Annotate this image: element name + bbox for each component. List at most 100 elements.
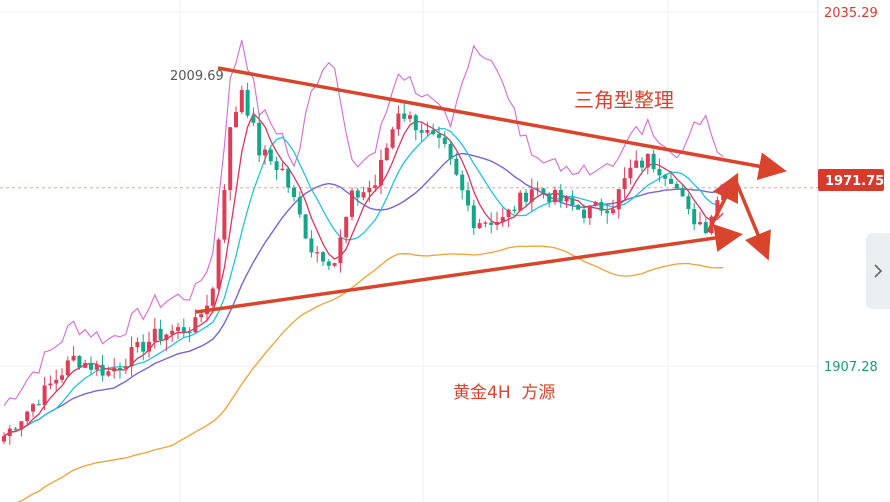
chevron-right-icon	[874, 264, 883, 278]
candle-body	[703, 222, 708, 234]
candle-body	[640, 160, 644, 168]
side-panel-toggle[interactable]	[866, 233, 890, 309]
candle-body	[645, 153, 650, 168]
candle-body	[257, 122, 262, 156]
candle-body	[141, 342, 146, 352]
y-axis-top-label: 2035.29	[824, 6, 878, 21]
ma-mid-line	[3, 127, 724, 437]
candle-body	[628, 167, 633, 179]
pattern-annotation: 三角型整理	[574, 88, 674, 112]
candle-body	[425, 130, 430, 133]
candle-body	[599, 202, 604, 211]
candle-body	[2, 436, 6, 442]
candle-body	[587, 205, 592, 219]
price-tag-label: 1971.75	[825, 174, 884, 189]
price-tag	[818, 169, 884, 191]
candle-body	[199, 314, 204, 318]
candle-body	[553, 189, 557, 203]
candle-body	[512, 209, 517, 211]
candle-body	[454, 158, 459, 175]
candle-body	[396, 113, 401, 130]
candle-body	[42, 385, 47, 405]
candle-body	[100, 364, 105, 376]
candle-body	[460, 174, 465, 191]
candle-body	[651, 153, 656, 170]
candle-body	[216, 239, 221, 289]
candle-body	[715, 200, 720, 217]
candle-body	[419, 130, 424, 133]
candle-body	[558, 189, 563, 202]
candle-body	[611, 209, 615, 214]
candle-body	[158, 328, 163, 340]
candle-body	[309, 238, 314, 253]
candle-body	[471, 205, 476, 229]
candle-body	[431, 130, 436, 135]
candle-body	[19, 421, 24, 430]
candle-body	[280, 168, 285, 170]
candle-body	[31, 404, 35, 412]
candle-body	[181, 327, 186, 333]
candle-body	[344, 216, 349, 238]
candle-body	[187, 332, 192, 334]
candle-body	[692, 208, 697, 225]
candle-body	[564, 197, 569, 202]
candle-body	[176, 327, 180, 331]
candle-body	[541, 188, 546, 194]
candle-body	[135, 342, 140, 348]
candle-body	[350, 190, 354, 217]
candle-body	[274, 161, 279, 170]
candle-body	[442, 137, 447, 144]
candle-body	[210, 288, 215, 306]
high-marker-label: 2009.69	[170, 69, 224, 84]
candle-body	[529, 189, 534, 202]
candle-body	[228, 127, 233, 191]
candle-body	[576, 204, 581, 210]
candle-body	[379, 159, 383, 186]
candle-body	[367, 187, 372, 193]
candle-body	[570, 197, 575, 205]
candle-body	[263, 149, 267, 156]
candle-body	[402, 113, 407, 119]
candle-body	[65, 360, 70, 376]
candle-body	[321, 252, 325, 262]
candle-body	[94, 364, 99, 370]
upper-trend-line	[217, 66, 787, 181]
candle-body	[326, 261, 331, 266]
candle-body	[268, 149, 273, 162]
candle-body	[7, 428, 12, 437]
candle-body	[129, 347, 134, 367]
slow-line	[16, 245, 724, 502]
candle-body	[535, 188, 540, 190]
candle-body	[77, 355, 82, 368]
candle-body	[582, 209, 586, 219]
candle-body	[54, 379, 59, 384]
candle-body	[483, 222, 488, 224]
candle-body	[60, 375, 64, 380]
candle-body	[297, 197, 302, 215]
y-axis-mid-label: 1907.28	[824, 360, 878, 375]
candle-body	[25, 411, 30, 422]
candle-body	[616, 189, 621, 210]
candle-body	[123, 366, 128, 369]
candle-body	[303, 214, 308, 239]
candle-body	[657, 169, 662, 176]
candle-body	[506, 209, 511, 218]
projection-arrow-down	[733, 178, 771, 261]
grid-lines	[0, 0, 819, 502]
candle-body	[286, 168, 291, 188]
trend-lines	[195, 66, 787, 314]
candle-body	[147, 341, 151, 352]
candle-body	[466, 190, 470, 206]
candle-body	[234, 112, 238, 128]
candle-body	[36, 404, 41, 406]
upper-band-line	[3, 39, 724, 406]
candle-body	[495, 221, 499, 225]
candle-body	[170, 330, 175, 335]
candle-body	[524, 192, 528, 202]
candle-body	[48, 383, 53, 386]
candle-body	[13, 428, 18, 430]
candle-body	[361, 192, 366, 198]
last-price-dot	[719, 183, 728, 192]
candle-body	[332, 263, 337, 266]
candle-body	[245, 89, 250, 116]
